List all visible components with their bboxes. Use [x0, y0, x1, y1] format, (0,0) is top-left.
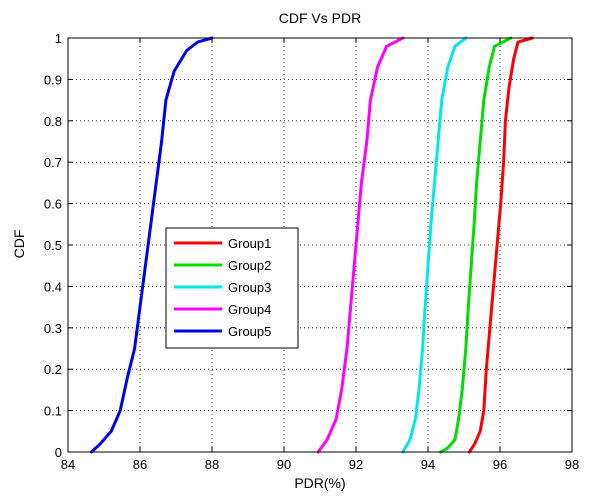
chart-title: CDF Vs PDR	[279, 10, 361, 26]
y-tick-label: 0.1	[44, 404, 62, 419]
legend-label-group2: Group2	[228, 258, 271, 273]
x-tick-label: 98	[565, 457, 579, 472]
x-tick-label: 88	[205, 457, 219, 472]
series-line-group2	[439, 36, 513, 454]
legend-label-group4: Group4	[228, 302, 271, 317]
grid	[68, 38, 572, 452]
ticks: 84 86 88 90 92 94 96 98 0 0.1 0.2 0.3 0.4 0.5 0.6 0.7 0.…	[44, 31, 579, 472]
y-tick-label: 0.7	[44, 155, 62, 170]
x-tick-label: 92	[349, 457, 363, 472]
series-line-group1	[467, 36, 534, 454]
x-tick-label: 96	[493, 457, 507, 472]
y-axis-label: CDF	[11, 230, 27, 259]
y-tick-label: 0.5	[44, 238, 62, 253]
series-line-group4	[316, 36, 405, 454]
legend-label-group3: Group3	[228, 280, 271, 295]
y-tick-label: 0.6	[44, 197, 62, 212]
y-tick-label: 1	[55, 31, 62, 46]
x-tick-label: 84	[61, 457, 75, 472]
y-tick-label: 0.2	[44, 362, 62, 377]
y-tick-label: 0.3	[44, 321, 62, 336]
x-axis-label: PDR(%)	[294, 475, 345, 491]
series-layer	[89, 36, 534, 454]
legend-label-group1: Group1	[228, 236, 271, 251]
x-tick-label: 94	[421, 457, 435, 472]
y-tick-label: 0	[55, 445, 62, 460]
legend-label-group5: Group5	[228, 324, 271, 339]
legend: Group1 Group2 Group3 Group4 Group5	[165, 227, 299, 349]
x-tick-label: 86	[133, 457, 147, 472]
y-tick-label: 0.8	[44, 114, 62, 129]
y-tick-label: 0.4	[44, 279, 62, 294]
series-line-group3	[401, 36, 468, 454]
series-line-group5	[89, 36, 214, 454]
y-tick-label: 0.9	[44, 72, 62, 87]
x-tick-label: 90	[277, 457, 291, 472]
